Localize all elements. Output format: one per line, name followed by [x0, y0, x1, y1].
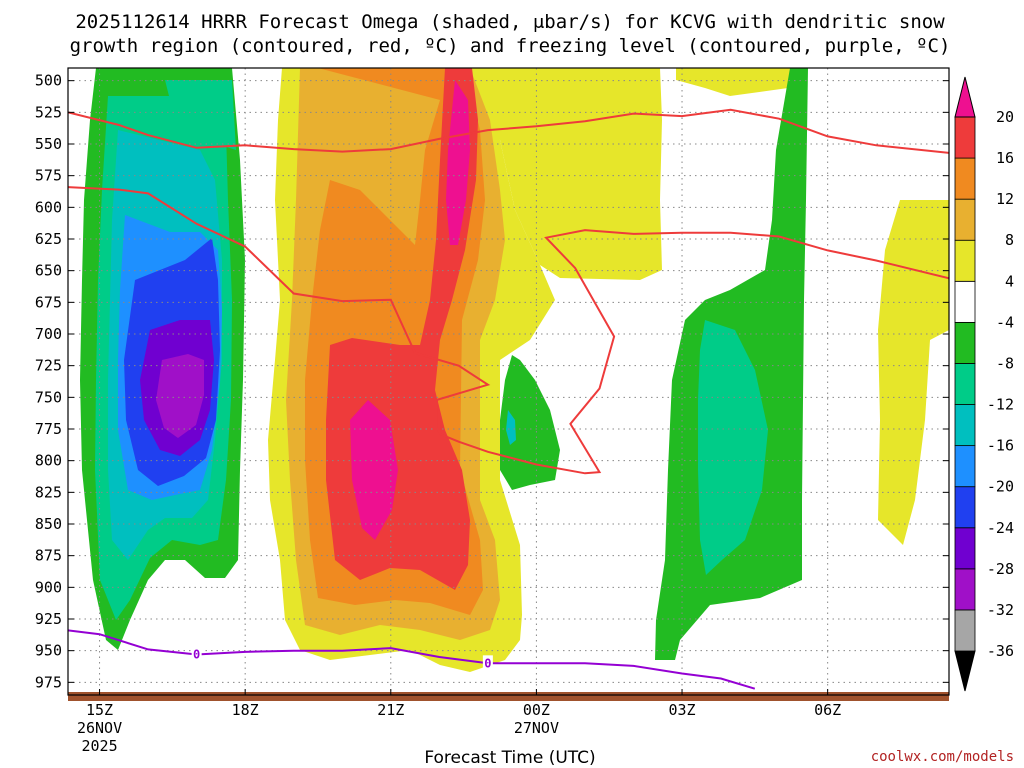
omega-fill-west-left-teal [165, 80, 236, 150]
dendritic-growth-contours [68, 108, 949, 475]
dgz-contour-line [68, 108, 949, 154]
colorbar-segment [954, 609, 976, 652]
x-tick-label: 03Z [668, 701, 695, 719]
colorbar-max-arrow [954, 76, 976, 118]
y-tick-label: 625 [35, 230, 62, 248]
y-tick-label: 800 [35, 452, 62, 470]
colorbar-segment [954, 486, 976, 529]
colorbar-tick-label: -20 [987, 478, 1014, 496]
colorbar-segment [954, 445, 976, 488]
dgz-contour-line [68, 186, 949, 475]
colorbar-segment [954, 321, 976, 364]
y-tick-label: 950 [35, 642, 62, 660]
colorbar-tick-label: 20 [996, 108, 1014, 126]
colorbar-segment [954, 198, 976, 241]
x-tick-label: 21Z [377, 701, 404, 719]
x-tick-date: 27NOV [514, 719, 559, 737]
y-tick-label: 725 [35, 357, 62, 375]
x-tick-date: 26NOV [77, 719, 122, 737]
colorbar-tick-label: -36 [987, 642, 1014, 660]
y-tick-label: 600 [35, 198, 62, 216]
colorbar-min-arrow [954, 650, 976, 692]
freezing-level-label: 0 [193, 647, 200, 661]
chart-title-line2: growth region (contoured, red, ºC) and f… [70, 35, 951, 57]
y-tick-label: 575 [35, 167, 62, 185]
x-tick-label: 06Z [814, 701, 841, 719]
colorbar-segment [954, 157, 976, 200]
omega-shading [80, 68, 949, 672]
omega-fill-small-cell [500, 355, 560, 490]
colorbar-tick-label: -32 [987, 601, 1014, 619]
freezing-level-contour: 00 [68, 629, 756, 690]
credit-text: coolwx.com/models [871, 749, 1014, 765]
y-tick-label: 675 [35, 293, 62, 311]
omega-fill-upper-yellow [282, 68, 662, 280]
omega-fill-east-teal [698, 320, 768, 575]
freezing-label-bg [191, 646, 202, 663]
y-tick-label: 650 [35, 262, 62, 280]
omega-fill-west-28 [156, 354, 204, 438]
freezing-label-bg [482, 655, 493, 672]
colorbar-tick-label: -12 [987, 396, 1014, 414]
y-tick-label: 875 [35, 547, 62, 565]
colorbar-tick-label: 8 [1005, 231, 1014, 249]
colorbar-segment [954, 116, 976, 159]
freezing-level-line [68, 629, 756, 690]
x-tick-label: 00Z [523, 701, 550, 719]
plot-frame [67, 67, 950, 696]
colorbar-tick-label: 4 [1005, 272, 1014, 290]
colorbar-tick-label: -4 [996, 313, 1014, 331]
x-tick-year: 2025 [81, 737, 117, 755]
colorbar-tick-label: -24 [987, 519, 1014, 537]
colorbar-tick-label: -16 [987, 437, 1014, 455]
colorbar-segment [954, 239, 976, 282]
colorbar-segment [954, 404, 976, 447]
chart-title-line1: 2025112614 HRRR Forecast Omega (shaded, … [75, 11, 945, 33]
y-tick-label: 850 [35, 515, 62, 533]
x-tick-label: 15Z [86, 701, 113, 719]
y-tick-label: 750 [35, 388, 62, 406]
colorbar: 20 16 12 8 4 -4 -8 -12 -16 -20 -24 -28 -32 -36 [954, 76, 1014, 692]
y-tick-label: 925 [35, 610, 62, 628]
y-axis: 500 525 550 575 600 625 650 675 700 725 750 775 800 8… [35, 72, 949, 691]
y-tick-label: 775 [35, 420, 62, 438]
colorbar-segment [954, 527, 976, 570]
colorbar-tick-label: 12 [996, 190, 1014, 208]
omega-fill-east-yellow [878, 200, 949, 545]
y-tick-label: 700 [35, 325, 62, 343]
y-tick-label: 500 [35, 72, 62, 90]
omega-fill-upper-yellow-right [676, 68, 790, 96]
omega-fill-gt20-upper [446, 80, 470, 245]
colorbar-segment [954, 363, 976, 405]
x-axis-label: Forecast Time (UTC) [424, 748, 595, 768]
colorbar-tick-label: -8 [996, 354, 1014, 372]
x-tick-label: 18Z [232, 701, 259, 719]
y-tick-label: 525 [35, 103, 62, 121]
omega-fill-small-cell-teal [506, 410, 516, 445]
omega-fill-gt20-lower [350, 400, 398, 540]
colorbar-segment [954, 280, 976, 323]
colorbar-segment [954, 568, 976, 611]
y-tick-label: 975 [35, 673, 62, 691]
y-tick-label: 550 [35, 135, 62, 153]
grid-lines [68, 68, 949, 695]
freezing-level-label: 0 [484, 656, 491, 670]
y-tick-label: 900 [35, 578, 62, 596]
ground-surface [68, 692, 949, 701]
y-tick-label: 825 [35, 483, 62, 501]
colorbar-tick-label: 16 [996, 149, 1014, 167]
colorbar-tick-label: -28 [987, 560, 1014, 578]
